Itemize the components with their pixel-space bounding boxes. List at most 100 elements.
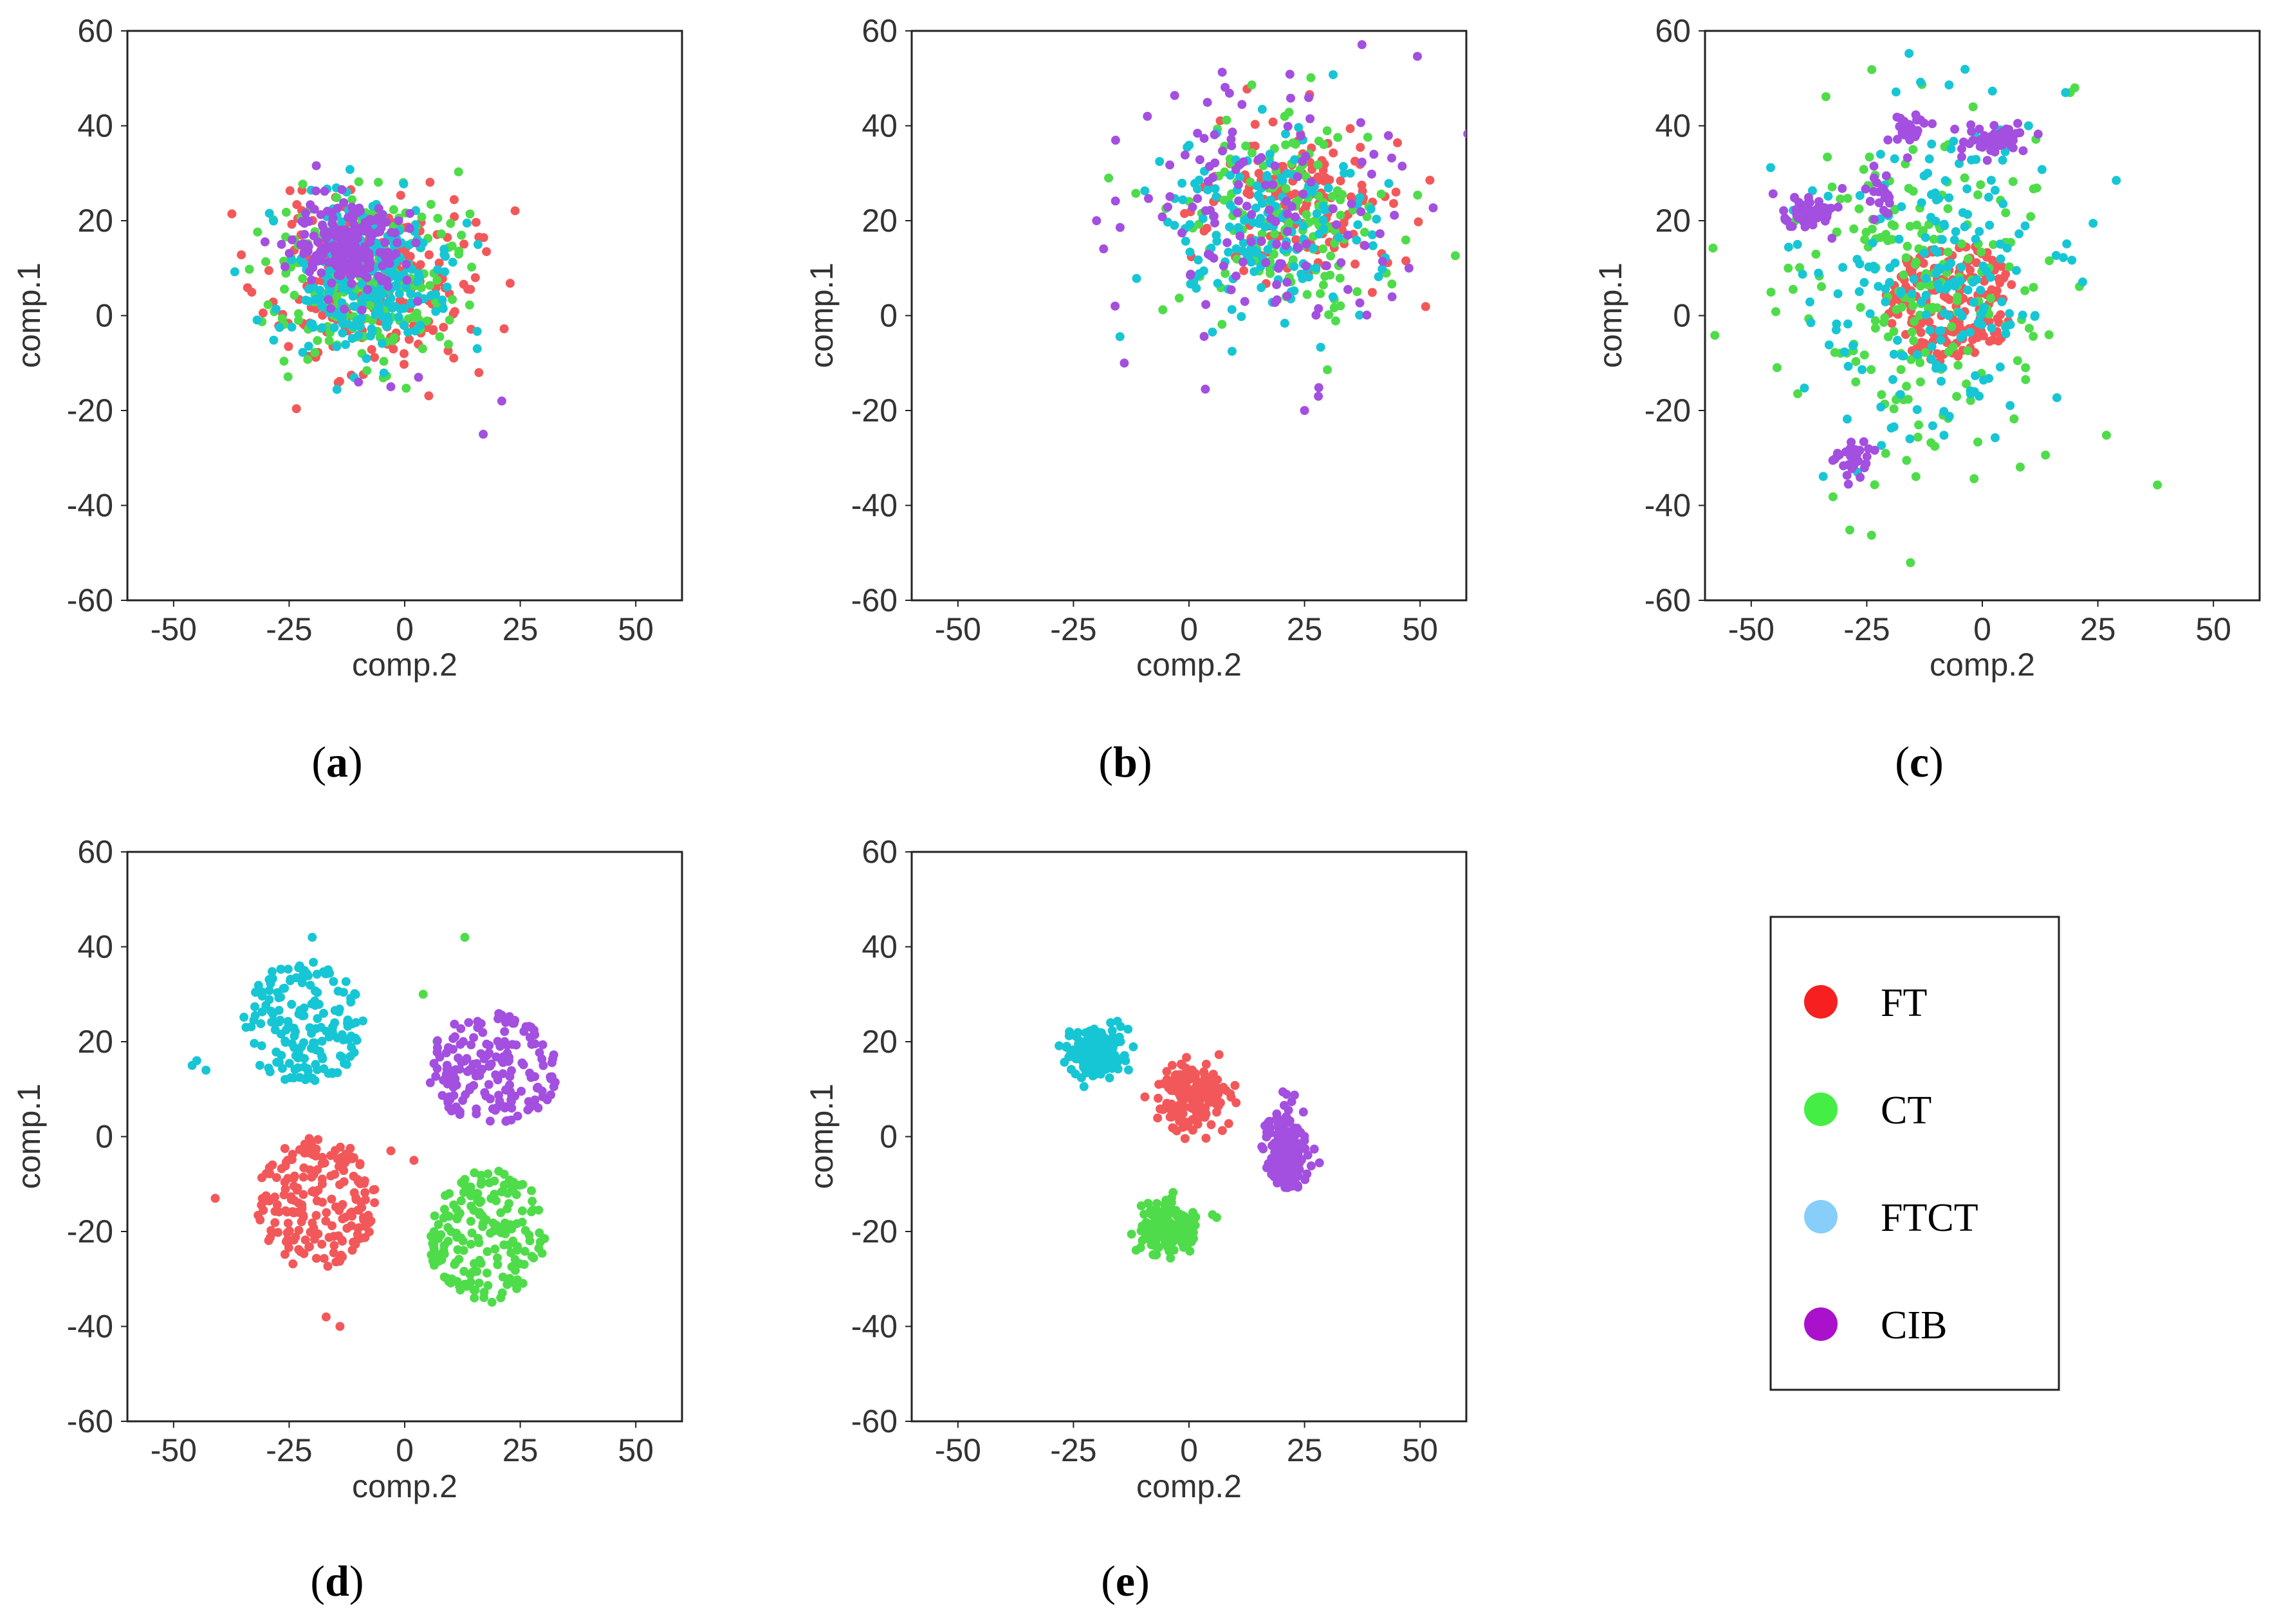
data-point-cib: [311, 186, 320, 196]
data-point-ft: [338, 1214, 347, 1224]
data-point-ct: [1269, 250, 1278, 259]
x-tick-label: 50: [618, 611, 654, 647]
data-point-ftct: [257, 992, 267, 1001]
data-point-ft: [318, 1197, 327, 1207]
data-point-cib: [484, 1080, 493, 1089]
data-point-ftct: [1319, 224, 1329, 234]
data-point-ftct: [295, 1051, 305, 1061]
data-point-ct: [303, 355, 313, 364]
data-point-ft: [1970, 347, 1980, 357]
data-point-ct: [1913, 432, 1922, 442]
data-point-cib: [1201, 300, 1211, 309]
data-point-cib: [326, 230, 336, 239]
data-point-ft: [1188, 1125, 1197, 1135]
x-tick-label: -25: [266, 1432, 312, 1468]
data-point-cib: [1314, 1158, 1324, 1168]
points-layer: [187, 932, 560, 1331]
data-point-ct: [253, 227, 263, 237]
data-point-cib: [1322, 261, 1331, 270]
data-point-ftct: [1984, 374, 1994, 383]
data-point-ft: [274, 1207, 284, 1217]
data-point-cib: [1975, 124, 1984, 134]
data-point-ftct: [1212, 230, 1221, 240]
data-point-cib: [1206, 205, 1215, 215]
data-point-cib: [1111, 196, 1120, 206]
data-point-ct: [1849, 224, 1859, 234]
data-point-ftct: [1937, 235, 1947, 245]
series-ftct: [1766, 49, 2121, 481]
data-point-ftct: [1936, 335, 1946, 345]
data-point-ftct: [1227, 347, 1237, 356]
data-point-cib: [1228, 127, 1237, 137]
plot-frame: [126, 30, 683, 602]
data-point-ct: [1907, 328, 1917, 337]
x-tick-label: 25: [502, 611, 539, 647]
data-point-cib: [380, 238, 390, 248]
data-point-ft: [1173, 1086, 1182, 1096]
data-point-ct: [512, 1190, 521, 1199]
data-point-cib: [1387, 153, 1396, 163]
data-point-ct: [298, 274, 308, 283]
data-point-ftct: [277, 1051, 286, 1060]
data-point-ct: [427, 1232, 436, 1241]
data-point-ft: [1199, 1068, 1209, 1078]
series-ct: [418, 932, 549, 1307]
data-point-ct: [430, 1211, 439, 1221]
data-point-ft: [482, 247, 492, 257]
data-point-ft: [287, 219, 297, 229]
data-point-cib: [1203, 250, 1213, 259]
data-point-cib: [1268, 180, 1278, 190]
data-point-ftct: [1931, 364, 1941, 373]
data-point-ct: [478, 1219, 488, 1228]
data-point-cib: [357, 268, 367, 278]
data-point-ftct: [1949, 136, 1959, 146]
data-point-cib: [2033, 129, 2043, 139]
data-point-ft: [1195, 1088, 1205, 1098]
data-point-ftct: [1814, 268, 1823, 278]
data-point-cib: [1957, 152, 1966, 161]
data-point-ct: [1821, 92, 1830, 102]
data-point-ct: [1973, 438, 1982, 447]
data-point-ct: [1859, 165, 1868, 174]
data-point-ct: [401, 383, 411, 393]
data-point-ftct: [332, 342, 342, 351]
data-point-ft: [1994, 318, 2004, 328]
y-tick-label: 20: [862, 1024, 898, 1060]
panel-caption: (a): [311, 737, 362, 786]
data-point-ftct: [2001, 329, 2011, 338]
data-point-cib: [461, 1090, 470, 1100]
panel-caption-letter: e: [1116, 1556, 1135, 1605]
data-point-cib: [1822, 204, 1832, 214]
data-point-cib: [1226, 285, 1236, 295]
data-point-ftct: [1185, 247, 1195, 257]
data-point-ct: [1302, 210, 1311, 219]
data-point-cib: [413, 297, 423, 306]
data-point-ftct: [1917, 297, 1926, 306]
data-point-ftct: [1923, 169, 1933, 178]
data-point-ct: [1288, 138, 1298, 148]
data-point-ftct: [438, 295, 447, 305]
data-point-cib: [342, 258, 351, 268]
data-point-ft: [289, 1208, 299, 1217]
data-point-ct: [1322, 126, 1332, 136]
data-point-cib: [344, 227, 353, 237]
data-point-ft: [1992, 286, 2002, 295]
data-point-ft: [290, 1195, 299, 1205]
data-point-cib: [405, 224, 414, 234]
legend-marker: [1804, 985, 1838, 1019]
data-point-cib: [1264, 205, 1274, 215]
data-point-ft: [1278, 161, 1287, 171]
data-point-cib: [353, 261, 363, 270]
data-point-ftct: [1074, 1039, 1083, 1049]
data-point-ftct: [274, 1006, 284, 1015]
data-point-cib: [1195, 155, 1204, 165]
y-tick-label: 0: [880, 298, 898, 334]
data-point-ct: [1883, 332, 1893, 342]
data-point-ftct: [1368, 230, 1377, 239]
panel-caption-letter: d: [325, 1556, 349, 1605]
data-point-ct: [466, 1201, 476, 1211]
data-point-cib: [309, 231, 318, 241]
data-point-ftct: [1181, 236, 1190, 246]
data-point-ftct: [1931, 195, 1941, 205]
data-point-cib: [1193, 129, 1203, 138]
